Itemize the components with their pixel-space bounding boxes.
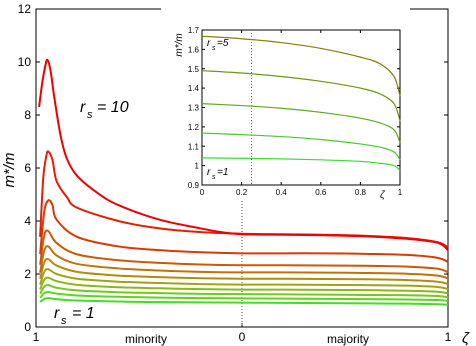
inset-y-tick-label: 1.4 [188, 84, 200, 93]
inset-y-tick-labels: 0.9 1 1.1 1.2 1.3 1.4 1.5 1.6 1.7 [188, 26, 200, 190]
series-line [38, 58, 449, 251]
svg-text:=1: =1 [217, 167, 228, 178]
main-x-axis-label: ζ [462, 330, 470, 346]
series-line [39, 284, 449, 299]
inset-y-tick-label: 1.2 [188, 123, 200, 132]
inset-x-tick-label: 0 [200, 188, 205, 197]
svg-text:r: r [207, 38, 211, 49]
inset-x-tick-label: 0.6 [315, 188, 327, 197]
inset-y-tick-label: 1.7 [188, 26, 200, 35]
svg-text:s: s [61, 315, 67, 327]
series-line [201, 35, 401, 97]
svg-text:s: s [212, 174, 216, 181]
series-line [39, 268, 449, 291]
x-tick-label: 1 [445, 330, 452, 344]
inset-y-tick-label: 1.6 [188, 45, 200, 54]
inset-x-tick-label: 1 [398, 188, 403, 197]
series-line [39, 297, 449, 306]
y-tick-label: 6 [24, 161, 31, 175]
region-label-minority: minority [125, 332, 167, 346]
svg-text:r: r [207, 167, 211, 178]
series-line [201, 132, 401, 161]
series-line [39, 229, 449, 274]
svg-text:= 10: = 10 [97, 99, 129, 116]
main-y-tick-labels: 0 2 4 6 8 10 12 [18, 2, 32, 334]
inset-y-tick-label: 1 [195, 162, 200, 171]
inset-y-tick-label: 1.3 [188, 104, 200, 113]
inset-x-tick-label: 0.4 [276, 188, 288, 197]
series-line [39, 199, 449, 263]
series-line [39, 257, 449, 286]
inset-y-tick-label: 1.5 [188, 65, 200, 74]
svg-text:r: r [80, 99, 86, 116]
region-label-majority: majority [327, 332, 369, 346]
main-x-tick-labels: 1 0 1 [33, 330, 452, 344]
inset-y-tick-label: 1.1 [188, 142, 200, 151]
annotation-rs-1: r s = 1 [54, 305, 95, 327]
main-y-axis-label: m*/m [1, 153, 18, 188]
inset-axis-ticks [201, 29, 401, 186]
inset-y-tick-label: 0.9 [188, 181, 200, 190]
y-tick-label: 10 [18, 55, 32, 69]
series-line [39, 276, 449, 295]
y-tick-label: 12 [18, 2, 32, 16]
y-tick-label: 8 [24, 108, 31, 122]
inset-annotation-rs-5: r s =5 [207, 38, 229, 52]
main-series-group [38, 58, 449, 306]
series-line [201, 157, 401, 171]
svg-text:= 1: = 1 [72, 305, 95, 322]
inset-x-tick-label: 0.2 [236, 188, 248, 197]
inset-x-tick-label: 0.8 [355, 188, 367, 197]
x-tick-label: 0 [239, 330, 246, 344]
series-line [39, 291, 449, 303]
inset-annotation-rs-1: r s =1 [207, 167, 228, 181]
svg-text:s: s [87, 109, 93, 121]
y-tick-label: 0 [24, 320, 31, 334]
inset-x-tick-labels: 0 0.2 0.4 0.6 0.8 1 [200, 188, 403, 197]
svg-text:=5: =5 [217, 38, 229, 49]
inset-y-axis-label: m*/m [174, 33, 185, 56]
annotation-rs-10: r s = 10 [80, 99, 129, 121]
inset-series-group [201, 35, 401, 171]
series-line [201, 70, 401, 122]
inset-x-axis-label: ζ [380, 190, 386, 201]
svg-text:r: r [54, 305, 60, 322]
y-tick-label: 4 [24, 214, 31, 228]
y-tick-label: 2 [24, 267, 31, 281]
series-line [201, 103, 401, 143]
svg-text:s: s [212, 45, 216, 52]
x-tick-label: 1 [33, 330, 40, 344]
series-line [39, 245, 449, 280]
